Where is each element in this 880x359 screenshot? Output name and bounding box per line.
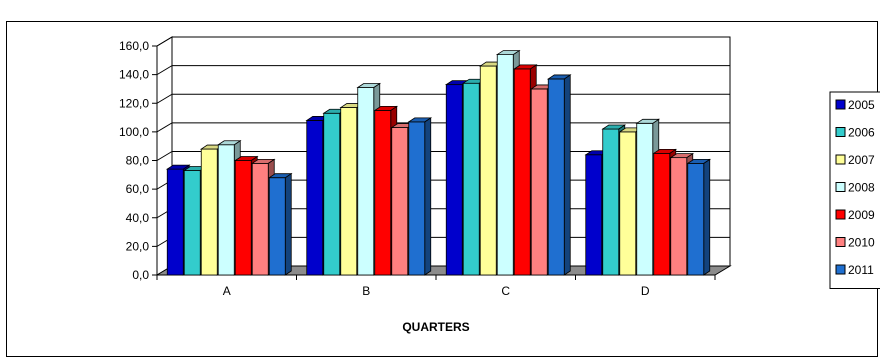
y-tick-label: 40,0: [126, 211, 150, 225]
bar-top: [512, 64, 538, 70]
bar-top: [165, 164, 191, 170]
bar-front: [166, 168, 184, 276]
bar-top: [495, 50, 521, 55]
legend-label: 2011: [848, 263, 874, 277]
bar-front: [374, 110, 392, 276]
bar-front: [183, 170, 201, 276]
bar-front: [268, 177, 286, 276]
bar-front: [445, 84, 463, 276]
bar-top: [407, 117, 433, 123]
bar-top: [356, 83, 382, 88]
bar-top: [250, 158, 276, 164]
bar-top: [601, 124, 627, 130]
bar-front: [391, 127, 409, 276]
y-tick-label: 0,0: [132, 268, 149, 282]
legend-label: 2005: [848, 98, 875, 112]
y-tick-label: 160,0: [119, 39, 149, 53]
bar-front: [670, 157, 688, 276]
legend-swatch: [835, 209, 846, 220]
x-axis-label: QUARTERS: [402, 320, 469, 334]
bar-top: [233, 156, 259, 161]
y-tick-label: 100,0: [119, 125, 149, 139]
x-tick-label: B: [362, 284, 370, 298]
gridline-side: [156, 93, 173, 104]
bar-front: [653, 152, 671, 276]
bar-front: [357, 87, 375, 276]
bar-side: [284, 172, 292, 276]
bar-front: [585, 154, 603, 276]
bar-front: [530, 88, 548, 276]
legend-label: 2006: [848, 126, 875, 140]
bar-side: [563, 74, 571, 276]
bar-top: [669, 153, 695, 159]
bar-side: [703, 158, 711, 276]
gridline-side: [156, 122, 173, 133]
bar-front: [217, 144, 235, 276]
gridline-side: [156, 65, 173, 76]
bar-top: [373, 106, 399, 111]
bar: [546, 74, 572, 276]
legend-swatch: [835, 182, 846, 192]
y-tick-label: 140,0: [119, 68, 149, 82]
x-tick-label: A: [223, 284, 231, 298]
bar: [407, 117, 433, 276]
bar-side: [424, 117, 432, 276]
legend-swatch: [835, 127, 846, 137]
legend-swatch: [835, 237, 846, 247]
bar-front: [462, 82, 480, 276]
bar-top: [216, 140, 242, 146]
legend-label: 2010: [848, 236, 875, 250]
bar-front: [496, 54, 514, 276]
bar-top: [546, 74, 572, 80]
legend-swatch: [835, 264, 846, 275]
legend-label: 2007: [848, 153, 875, 167]
bar-front: [547, 78, 565, 276]
bar-front: [306, 120, 324, 276]
bar: [686, 158, 712, 276]
y-tick-label: 80,0: [126, 154, 150, 168]
bar-front: [340, 107, 358, 276]
bar-front: [619, 131, 637, 276]
bar-front: [234, 160, 252, 276]
bar-top: [686, 158, 712, 164]
y-tick-label: 60,0: [126, 182, 150, 196]
legend-label: 2009: [848, 208, 875, 222]
bar-top: [635, 118, 661, 124]
bar-front: [200, 148, 218, 276]
bar-front: [602, 128, 620, 276]
y-tick-label: 120,0: [119, 96, 149, 110]
gridline-side: [156, 36, 173, 47]
bar-front: [408, 121, 426, 276]
legend-swatch: [835, 99, 846, 110]
legend-label: 2008: [848, 181, 875, 195]
bar-front: [479, 65, 497, 276]
bar-front: [323, 112, 341, 276]
gridline-side: [156, 151, 173, 161]
bar-front: [513, 68, 531, 276]
bar-front: [636, 122, 654, 276]
bar: [267, 172, 293, 276]
bar-top: [267, 173, 293, 179]
bar-front: [251, 162, 269, 276]
bar-front: [687, 162, 705, 276]
x-tick-label: D: [641, 284, 650, 298]
bar-top: [652, 148, 678, 154]
legend-swatch: [835, 154, 846, 165]
y-tick-label: 20,0: [126, 239, 150, 253]
x-tick-label: C: [501, 284, 510, 298]
